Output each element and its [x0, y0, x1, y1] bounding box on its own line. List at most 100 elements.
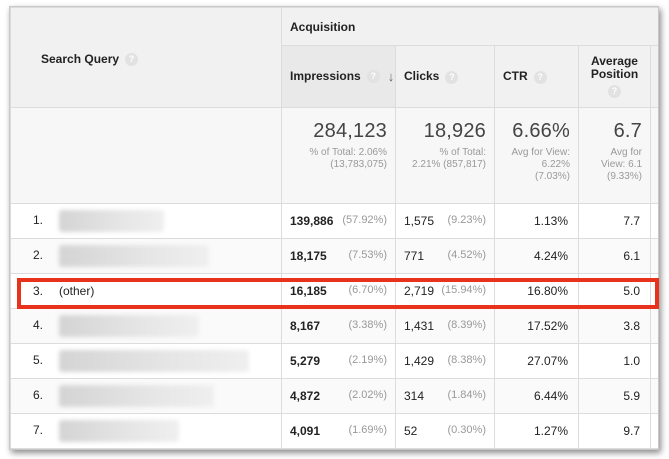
- ctr-cell: 27.07%: [494, 343, 579, 379]
- position-value: 1.0: [623, 354, 640, 368]
- help-icon[interactable]: ?: [533, 70, 547, 84]
- help-icon[interactable]: ?: [608, 85, 621, 98]
- impressions-value: 5,279: [290, 354, 321, 368]
- clicks-value: 52: [404, 424, 418, 438]
- clicks-cell: 1,575 (9.23%): [395, 203, 495, 239]
- query-cell[interactable]: 1.: [10, 203, 282, 239]
- position-value: 3.8: [623, 319, 640, 333]
- total-clicks-note: % of Total:: [439, 147, 486, 158]
- position-value: 9.7: [623, 424, 640, 438]
- impressions-cell: 5,279 (2.19%): [281, 343, 396, 379]
- query-cell[interactable]: 5.: [10, 343, 282, 379]
- impressions-value: 16,185: [290, 284, 327, 298]
- clicks-column-header[interactable]: Clicks?: [395, 45, 495, 108]
- redacted-query: [59, 385, 214, 407]
- impressions-cell: 18,175 (7.53%): [281, 238, 396, 274]
- impressions-value: 4,872: [290, 389, 321, 403]
- impressions-percent: (3.38%): [348, 319, 387, 331]
- row-spacer: [649, 413, 658, 449]
- clicks-percent: (15.94%): [441, 284, 486, 296]
- row-spacer: [649, 343, 658, 379]
- total-clicks: 18,926 % of Total: 2.21% (857,817): [395, 107, 495, 204]
- report-frame: Search Query? Acquisition Impressions? ↓ …: [9, 6, 659, 450]
- table-row[interactable]: 3. (other) 16,185 (6.70%) 2,719 (15.94%) 16…: [10, 273, 658, 309]
- total-position: 6.7 Avg for View: 6.1 (9.33%): [578, 107, 651, 204]
- help-icon[interactable]: ?: [445, 70, 459, 84]
- position-cell: 9.7: [578, 413, 651, 449]
- table-rows: 1. 139,886 (57.92%) 1,575 (9.23%) 1.13% 7.…: [10, 203, 658, 449]
- table-row[interactable]: 6. 4,872 (2.02%) 314 (1.84%) 6.44% 5.9: [10, 378, 658, 414]
- total-ctr-value: 6.66%: [512, 120, 570, 142]
- acquisition-group-header: Acquisition: [280, 7, 658, 46]
- impressions-cell: 4,872 (2.02%): [281, 378, 396, 414]
- total-impressions-value: 284,123: [313, 120, 387, 142]
- query-cell[interactable]: 7.: [10, 413, 282, 449]
- table-row[interactable]: 4. 8,167 (3.38%) 1,431 (8.39%) 17.52% 3.8: [10, 308, 658, 344]
- table-row[interactable]: 5. 5,279 (2.19%) 1,429 (8.38%) 27.07% 1.0: [10, 343, 658, 379]
- total-ctr-note: (7.03%): [534, 171, 570, 182]
- total-impressions-note: (13,783,075): [330, 159, 387, 170]
- query-text[interactable]: (other): [59, 284, 95, 298]
- table-row[interactable]: 2. 18,175 (7.53%) 771 (4.52%) 4.24% 6.1: [10, 238, 658, 274]
- redacted-query: [59, 315, 199, 337]
- position-cell: 6.1: [578, 238, 651, 274]
- avg-position-column-header[interactable]: Average Position ?: [578, 45, 651, 108]
- row-index: 5.: [33, 353, 44, 368]
- impressions-cell: 139,886 (57.92%): [281, 203, 396, 239]
- query-cell[interactable]: 3. (other): [10, 273, 282, 309]
- total-ctr: 6.66% Avg for View: 6.22% (7.03%): [494, 107, 579, 204]
- impressions-cell: 16,185 (6.70%): [281, 273, 396, 309]
- sort-descending-icon[interactable]: ↓: [387, 69, 395, 85]
- help-icon[interactable]: ?: [366, 70, 380, 84]
- ctr-value: 4.24%: [533, 249, 568, 263]
- ctr-label: CTR: [503, 69, 528, 84]
- position-value: 7.7: [623, 214, 640, 228]
- ctr-cell: 17.52%: [494, 308, 579, 344]
- clicks-percent: (4.52%): [447, 249, 486, 261]
- row-spacer: [649, 308, 658, 344]
- table-row[interactable]: 7. 4,091 (1.69%) 52 (0.30%) 1.27% 9.7: [10, 413, 658, 449]
- ctr-value: 1.27%: [533, 424, 568, 438]
- row-index: 3.: [33, 284, 44, 298]
- search-query-table: Search Query? Acquisition Impressions? ↓ …: [10, 7, 658, 449]
- row-spacer: [649, 203, 658, 239]
- ctr-column-header[interactable]: CTR?: [494, 45, 579, 108]
- ctr-cell: 1.27%: [494, 413, 579, 449]
- clicks-cell: 314 (1.84%): [395, 378, 495, 414]
- total-impressions-note: % of Total: 2.06%: [309, 147, 387, 158]
- impressions-percent: (57.92%): [342, 214, 387, 226]
- ctr-value: 17.52%: [527, 319, 568, 333]
- query-cell[interactable]: 6.: [10, 378, 282, 414]
- impressions-column-header[interactable]: Impressions? ↓: [281, 45, 396, 108]
- search-query-header[interactable]: Search Query?: [10, 7, 282, 108]
- total-position-value: 6.7: [613, 120, 642, 142]
- table-row[interactable]: 1. 139,886 (57.92%) 1,575 (9.23%) 1.13% 7.…: [10, 203, 658, 239]
- query-cell[interactable]: 2.: [10, 238, 282, 274]
- position-cell: 3.8: [578, 308, 651, 344]
- clicks-cell: 771 (4.52%): [395, 238, 495, 274]
- ctr-value: 16.80%: [527, 284, 568, 298]
- row-index: 4.: [33, 318, 44, 333]
- search-query-label: Search Query: [41, 52, 120, 66]
- ctr-value: 27.07%: [527, 354, 568, 368]
- clicks-percent: (0.30%): [447, 424, 486, 436]
- clicks-value: 1,429: [404, 354, 435, 368]
- impressions-percent: (7.53%): [348, 249, 387, 261]
- clicks-value: 314: [404, 389, 425, 403]
- row-index: 2.: [33, 248, 44, 263]
- impressions-percent: (6.70%): [348, 284, 387, 296]
- position-value: 5.0: [623, 284, 640, 298]
- position-value: 6.1: [623, 249, 640, 263]
- redacted-query: [59, 350, 249, 372]
- help-icon[interactable]: ?: [125, 53, 139, 67]
- totals-spacer: [649, 107, 658, 204]
- header-spacer: [649, 45, 658, 108]
- clicks-cell: 1,429 (8.38%): [395, 343, 495, 379]
- query-cell[interactable]: 4.: [10, 308, 282, 344]
- row-spacer: [649, 273, 658, 309]
- position-cell: 5.0: [578, 273, 651, 309]
- row-index: 1.: [33, 213, 44, 228]
- total-position-note: Avg for: [610, 147, 643, 158]
- ctr-cell: 1.13%: [494, 203, 579, 239]
- total-clicks-value: 18,926: [423, 120, 486, 142]
